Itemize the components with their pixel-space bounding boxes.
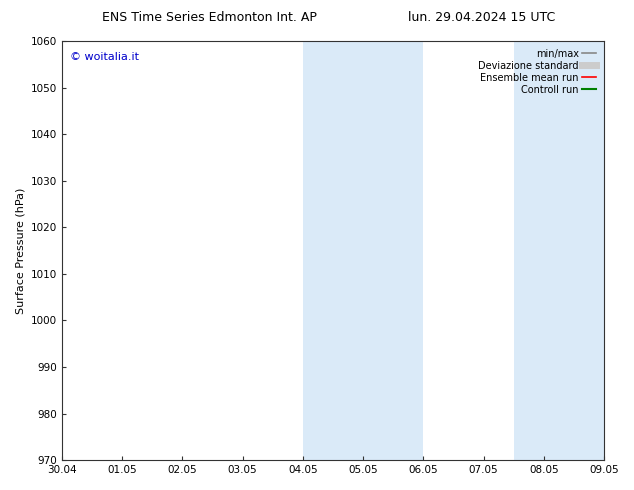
- Legend: min/max, Deviazione standard, Ensemble mean run, Controll run: min/max, Deviazione standard, Ensemble m…: [476, 46, 599, 98]
- Bar: [514, 41, 604, 460]
- Text: © woitalia.it: © woitalia.it: [70, 51, 139, 62]
- Text: ENS Time Series Edmonton Int. AP: ENS Time Series Edmonton Int. AP: [102, 11, 316, 24]
- Bar: [303, 41, 424, 460]
- Y-axis label: Surface Pressure (hPa): Surface Pressure (hPa): [15, 187, 25, 314]
- Text: lun. 29.04.2024 15 UTC: lun. 29.04.2024 15 UTC: [408, 11, 555, 24]
